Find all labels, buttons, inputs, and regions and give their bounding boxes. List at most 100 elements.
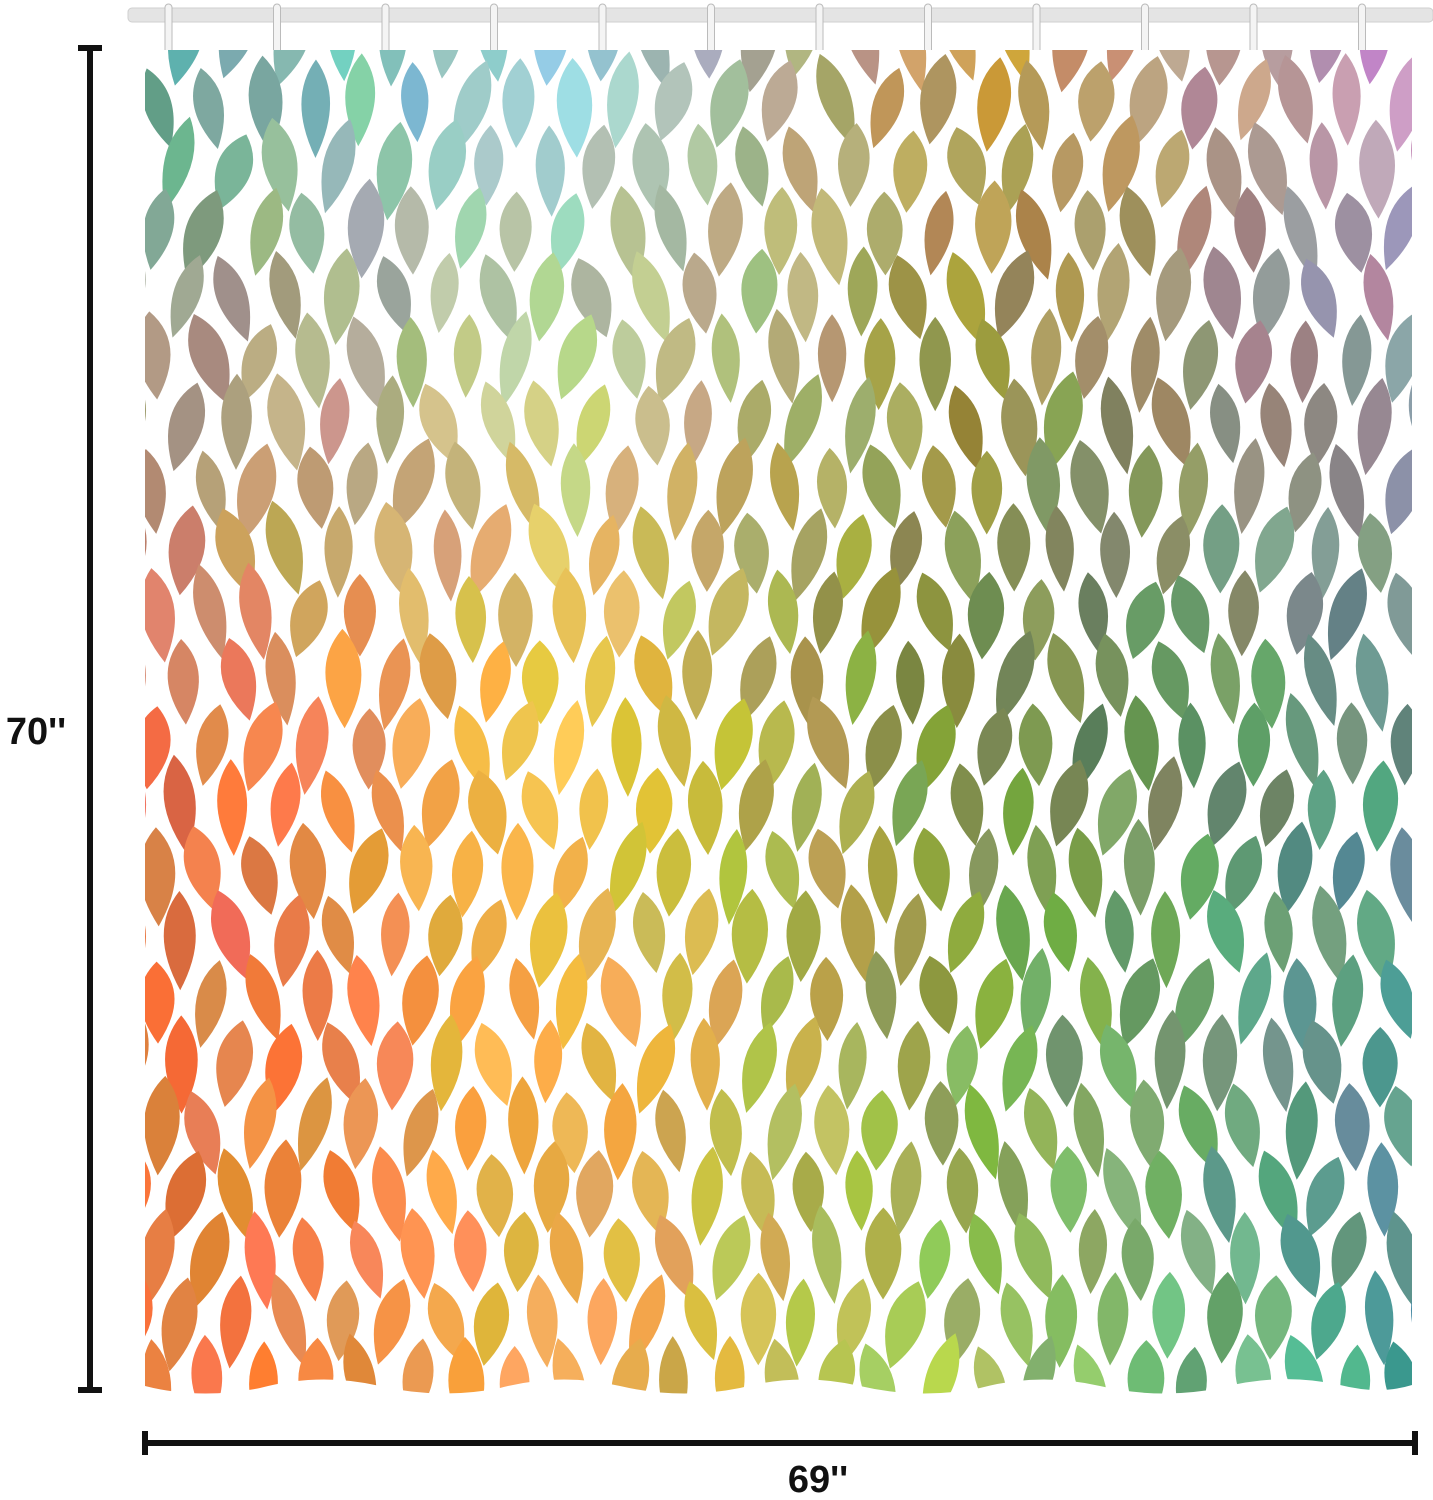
leaf bbox=[895, 50, 927, 93]
leaf bbox=[426, 1149, 457, 1235]
leaf bbox=[1203, 504, 1240, 594]
leaf bbox=[1357, 889, 1395, 985]
leaf bbox=[1420, 1200, 1433, 1302]
leaf bbox=[1251, 638, 1286, 729]
leaf bbox=[1151, 641, 1189, 721]
leaf bbox=[588, 514, 620, 596]
leaf bbox=[376, 375, 404, 464]
leaf bbox=[1383, 184, 1412, 270]
leaf bbox=[191, 1334, 223, 1394]
leaf bbox=[1203, 1145, 1236, 1244]
leaf bbox=[996, 884, 1030, 981]
leaf bbox=[533, 1141, 570, 1233]
leaf bbox=[1023, 1087, 1058, 1170]
leaf bbox=[654, 184, 687, 272]
leaf bbox=[112, 122, 148, 206]
leaf bbox=[1014, 1213, 1053, 1299]
leaf bbox=[635, 50, 670, 90]
leaf bbox=[735, 126, 769, 207]
leaf bbox=[913, 827, 950, 912]
leaf bbox=[373, 1278, 411, 1365]
leaf bbox=[1260, 383, 1292, 468]
leaf bbox=[145, 706, 171, 790]
leaf bbox=[919, 1219, 951, 1299]
leaf bbox=[428, 894, 463, 977]
leaf bbox=[237, 443, 277, 541]
leaf bbox=[403, 1088, 439, 1177]
leaf bbox=[1309, 122, 1338, 210]
leaf bbox=[145, 961, 175, 1044]
leaf bbox=[1264, 891, 1293, 973]
leaf bbox=[836, 514, 872, 599]
leaf bbox=[1311, 506, 1340, 600]
leaf bbox=[1421, 186, 1433, 286]
leaf bbox=[1045, 1014, 1083, 1108]
leaf bbox=[576, 384, 611, 466]
leaf bbox=[298, 1077, 332, 1171]
leaf bbox=[1254, 1275, 1292, 1360]
leaf bbox=[1283, 186, 1318, 281]
leaf bbox=[241, 324, 278, 401]
leaf bbox=[343, 1333, 377, 1394]
height-dimension: 70'' bbox=[6, 45, 102, 1393]
leaf bbox=[325, 628, 362, 729]
leaf bbox=[1119, 186, 1156, 277]
leaf bbox=[245, 954, 281, 1041]
leaf bbox=[261, 117, 298, 212]
leaf bbox=[320, 378, 350, 465]
leaf bbox=[301, 59, 330, 158]
leaf bbox=[1129, 56, 1168, 144]
leaf bbox=[1419, 631, 1433, 724]
leaf bbox=[379, 638, 411, 731]
leaf bbox=[352, 708, 386, 790]
leaf bbox=[392, 438, 435, 531]
leaf bbox=[1357, 513, 1393, 593]
leaf bbox=[218, 50, 257, 79]
leaf bbox=[1286, 572, 1324, 655]
leaf bbox=[1285, 693, 1319, 788]
leaf bbox=[455, 575, 487, 664]
leaf bbox=[320, 770, 355, 853]
leaf bbox=[535, 125, 565, 217]
leaf bbox=[924, 190, 954, 276]
leaf bbox=[145, 758, 147, 856]
leaf bbox=[586, 50, 621, 82]
leaf bbox=[1380, 959, 1412, 1039]
leaf bbox=[529, 252, 565, 342]
leaf bbox=[893, 130, 928, 213]
leaf bbox=[867, 825, 898, 924]
leaf bbox=[476, 50, 508, 82]
leaf bbox=[784, 374, 822, 468]
leaf bbox=[708, 567, 749, 656]
leaf bbox=[740, 1272, 777, 1366]
leaf bbox=[1045, 505, 1074, 592]
leaf bbox=[865, 1207, 902, 1300]
leaf bbox=[1097, 242, 1130, 342]
leaf bbox=[1355, 633, 1389, 732]
leaf bbox=[1306, 1156, 1345, 1237]
leaf bbox=[499, 191, 532, 272]
leaf bbox=[1078, 61, 1115, 142]
leaf bbox=[145, 827, 176, 927]
leaf bbox=[402, 1338, 434, 1394]
leaf bbox=[556, 57, 593, 158]
leaf bbox=[290, 580, 328, 658]
leaf bbox=[807, 696, 850, 789]
leaf bbox=[890, 511, 922, 590]
leaf bbox=[870, 67, 905, 149]
leaf bbox=[379, 50, 407, 87]
leaf bbox=[888, 255, 927, 340]
leaf bbox=[270, 762, 301, 847]
leaf bbox=[1342, 314, 1372, 407]
leaf bbox=[919, 955, 958, 1035]
leaf bbox=[145, 311, 171, 400]
leaf bbox=[193, 68, 224, 149]
leaf bbox=[474, 1022, 512, 1106]
leaf bbox=[690, 1017, 720, 1111]
leaf bbox=[922, 1333, 960, 1394]
leaf bbox=[1106, 50, 1141, 82]
leaf bbox=[216, 1020, 254, 1108]
leaf bbox=[327, 50, 357, 82]
leaf bbox=[1152, 1271, 1186, 1359]
leaf bbox=[470, 504, 512, 599]
